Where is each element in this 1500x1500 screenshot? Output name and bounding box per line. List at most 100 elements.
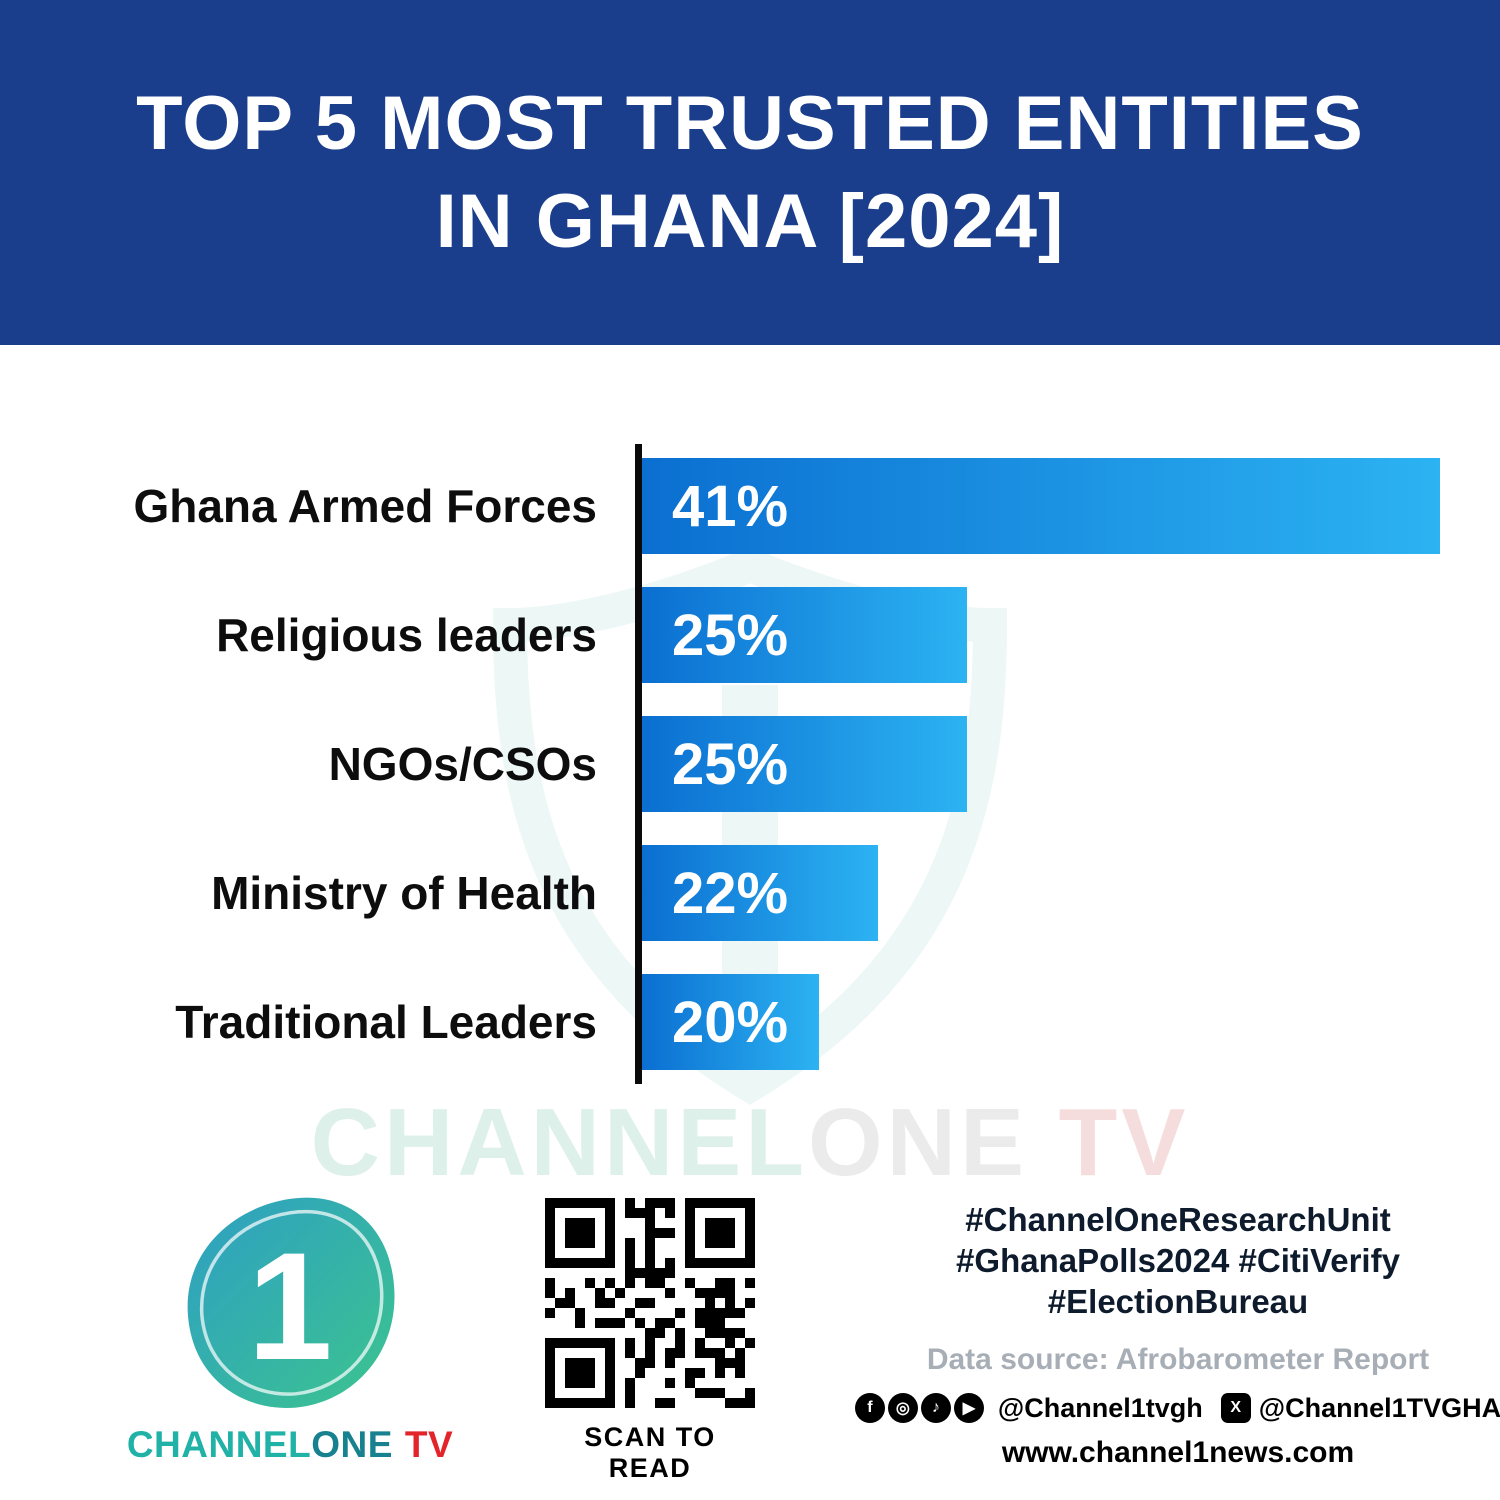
qr-module <box>605 1288 615 1298</box>
qr-module <box>655 1268 665 1278</box>
qr-module <box>635 1348 645 1358</box>
qr-module <box>735 1378 745 1388</box>
qr-module <box>645 1308 655 1318</box>
qr-module <box>555 1218 565 1228</box>
qr-module <box>675 1298 685 1308</box>
qr-module <box>695 1328 705 1338</box>
qr-module <box>725 1278 735 1288</box>
qr-module <box>585 1198 595 1208</box>
qr-module <box>725 1358 735 1368</box>
qr-module <box>585 1338 595 1348</box>
qr-module <box>585 1328 595 1338</box>
qr-module <box>705 1298 715 1308</box>
qr-module <box>565 1258 575 1268</box>
qr-module <box>575 1228 585 1238</box>
qr-module <box>685 1358 695 1368</box>
qr-module <box>685 1328 695 1338</box>
qr-module <box>735 1248 745 1258</box>
hashtags-line-3: #ElectionBureau <box>1047 1282 1309 1320</box>
qr-module <box>585 1238 595 1248</box>
qr-module <box>605 1338 615 1348</box>
qr-module <box>705 1218 715 1228</box>
qr-module <box>555 1258 565 1268</box>
qr-module <box>695 1348 705 1358</box>
qr-module <box>635 1398 645 1408</box>
qr-module <box>645 1208 655 1218</box>
qr-module <box>595 1238 605 1248</box>
chart-row: NGOs/CSOs 25% <box>60 716 1440 812</box>
qr-module <box>735 1238 745 1248</box>
qr-module <box>585 1258 595 1268</box>
qr-module <box>735 1328 745 1338</box>
qr-module <box>695 1228 705 1238</box>
qr-module <box>745 1318 755 1328</box>
qr-module <box>695 1308 705 1318</box>
data-source: Data source: Afrobarometer Report <box>926 1342 1430 1376</box>
watermark-one: ONE <box>807 1089 1028 1196</box>
qr-module <box>645 1398 655 1408</box>
qr-module <box>575 1268 585 1278</box>
qr-module <box>745 1258 755 1268</box>
qr-module <box>565 1398 575 1408</box>
qr-module <box>645 1288 655 1298</box>
bar: 41% <box>642 458 1440 554</box>
qr-module <box>635 1298 645 1308</box>
qr-module <box>705 1368 715 1378</box>
qr-module <box>675 1228 685 1238</box>
qr-module <box>745 1378 755 1388</box>
qr-module <box>635 1268 645 1278</box>
qr-module <box>705 1248 715 1258</box>
qr-module <box>615 1368 625 1378</box>
qr-module <box>635 1238 645 1248</box>
qr-module <box>635 1208 645 1218</box>
bar-track: 25% <box>642 716 1440 812</box>
hashtags-line-2: #GhanaPolls2024 #CitiVerify <box>956 1241 1400 1279</box>
watermark-channel: CHANNEL <box>310 1089 808 1196</box>
qr-module <box>725 1398 735 1408</box>
qr-module <box>665 1398 675 1408</box>
qr-module <box>715 1268 725 1278</box>
qr-module <box>555 1358 565 1368</box>
qr-module <box>645 1248 655 1258</box>
qr-module <box>695 1298 705 1308</box>
qr-module <box>545 1348 555 1358</box>
qr-module <box>575 1388 585 1398</box>
qr-module <box>715 1308 725 1318</box>
qr-module <box>645 1278 655 1288</box>
qr-module <box>595 1228 605 1238</box>
qr-module <box>595 1348 605 1358</box>
qr-module <box>715 1248 725 1258</box>
qr-module <box>655 1208 665 1218</box>
qr-module <box>685 1238 695 1248</box>
qr-module <box>605 1368 615 1378</box>
qr-module <box>595 1318 605 1328</box>
qr-module <box>705 1308 715 1318</box>
qr-module <box>655 1278 665 1288</box>
qr-module <box>615 1218 625 1228</box>
qr-module <box>665 1218 675 1228</box>
qr-module <box>555 1288 565 1298</box>
qr-module <box>595 1218 605 1228</box>
qr-module <box>615 1268 625 1278</box>
qr-module <box>655 1368 665 1378</box>
qr-module <box>545 1298 555 1308</box>
hashtags-line-1: #ChannelOneResearchUnit <box>965 1201 1391 1238</box>
qr-module <box>695 1208 705 1218</box>
qr-module <box>735 1368 745 1378</box>
category-label: Ministry of Health <box>211 867 597 919</box>
qr-module <box>745 1238 755 1248</box>
qr-module <box>595 1308 605 1318</box>
brand-channel: CHANNEL <box>126 1424 312 1465</box>
qr-module <box>545 1368 555 1378</box>
qr-module <box>555 1198 565 1208</box>
page-title: TOP 5 MOST TRUSTED ENTITIES IN GHANA [20… <box>136 75 1364 270</box>
qr-module <box>565 1298 575 1308</box>
qr-module <box>645 1368 655 1378</box>
qr-module <box>745 1268 755 1278</box>
qr-module <box>725 1338 735 1348</box>
qr-module <box>585 1278 595 1288</box>
qr-module <box>745 1388 755 1398</box>
qr-module <box>565 1328 575 1338</box>
qr-module <box>615 1318 625 1328</box>
